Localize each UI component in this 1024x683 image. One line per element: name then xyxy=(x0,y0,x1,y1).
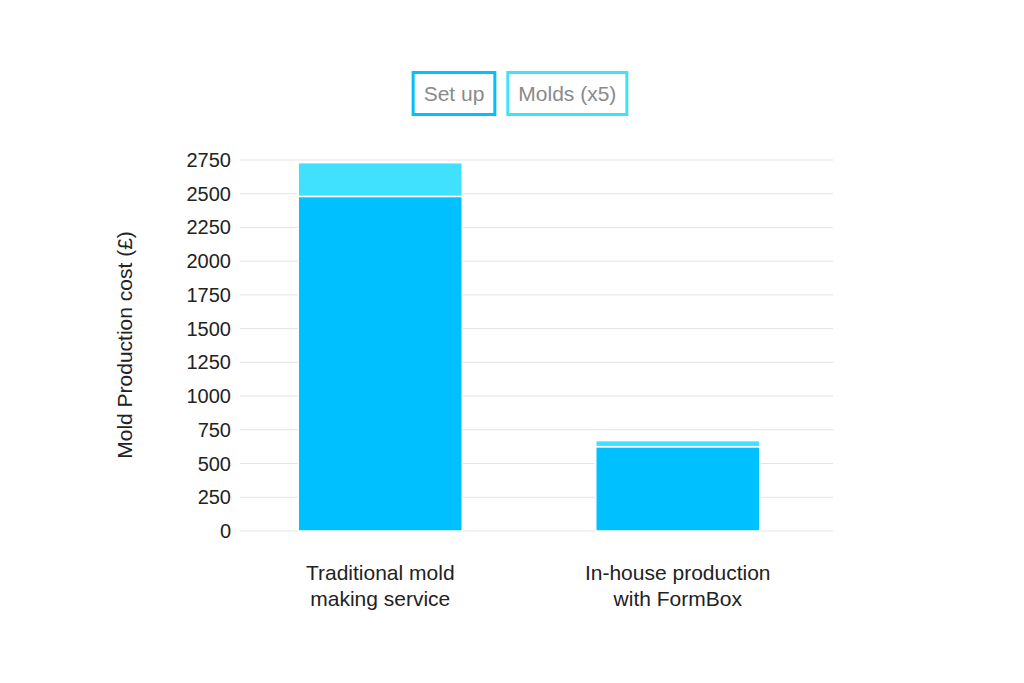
y-axis-label: Mold Production cost (£) xyxy=(113,231,136,459)
y-tick-label: 0 xyxy=(220,520,231,542)
y-tick-label: 2250 xyxy=(187,216,232,238)
legend-box xyxy=(508,73,627,115)
legend: Set up Molds (x5) xyxy=(413,73,627,115)
bar-segment xyxy=(298,196,462,531)
bar-segment xyxy=(596,441,760,447)
y-tick-label: 1750 xyxy=(187,284,232,306)
y-tick-label: 2500 xyxy=(187,183,232,205)
legend-label: Set up xyxy=(424,82,485,105)
y-tick-label: 250 xyxy=(198,486,231,508)
chart: 0 250 500 750 1000 1250 1500 1750 2000 2250 2500 27… xyxy=(0,0,1024,683)
grid-line xyxy=(240,160,833,161)
y-tick-label: 1500 xyxy=(187,318,232,340)
legend-box xyxy=(413,73,495,115)
x-tick-label: Traditional moldmaking service xyxy=(306,561,455,610)
bar-segment xyxy=(298,163,462,197)
x-tick-label: In-house productionwith FormBox xyxy=(585,561,771,610)
legend-label: Molds (x5) xyxy=(518,82,616,105)
y-tick-label: 2000 xyxy=(187,250,232,272)
y-tick-label: 2750 xyxy=(187,149,232,171)
bar-segment xyxy=(596,447,760,531)
y-tick-label: 500 xyxy=(198,453,231,475)
y-tick-label: 1250 xyxy=(187,351,232,373)
y-tick-label: 750 xyxy=(198,419,231,441)
y-tick-label: 1000 xyxy=(187,385,232,407)
